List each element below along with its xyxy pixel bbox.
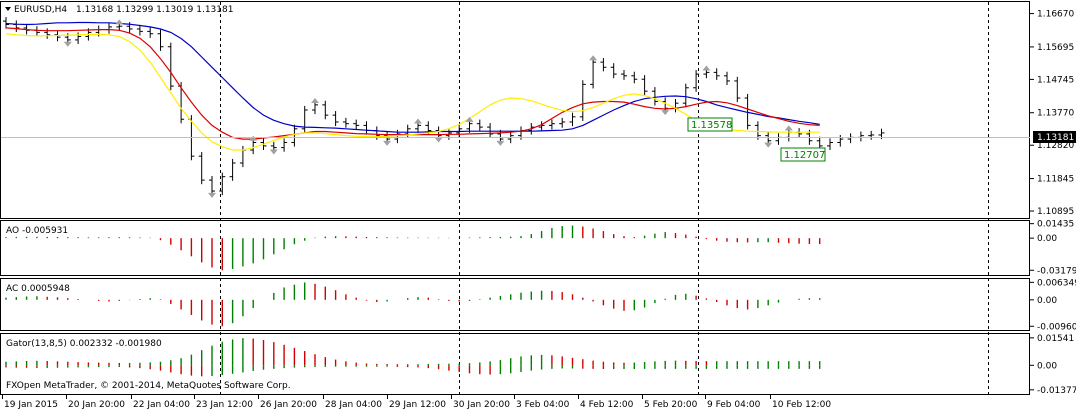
y-tick-label: -0.009608 bbox=[1037, 322, 1076, 332]
fractal-markers bbox=[63, 19, 824, 198]
fractal-up-icon bbox=[311, 98, 319, 104]
fractal-down-icon bbox=[269, 149, 278, 155]
annotation-box-high bbox=[687, 117, 733, 132]
annotation-high: 1.13578 bbox=[691, 120, 732, 131]
fractal-up-icon bbox=[784, 125, 793, 131]
y-tick-label: 0.01541 bbox=[1037, 334, 1074, 344]
fractal-up-icon bbox=[465, 116, 474, 122]
fractal-up-icon bbox=[414, 118, 422, 124]
price-bars bbox=[3, 16, 885, 196]
fractal-down-icon bbox=[63, 41, 72, 47]
x-tick-label: 5 Feb 20:00 bbox=[644, 400, 698, 410]
gator-histogram bbox=[5, 338, 821, 377]
y-tick-label: 0.00 bbox=[1037, 296, 1057, 306]
current-price-label: 1.13181 bbox=[1037, 133, 1074, 143]
fractal-down-icon bbox=[496, 140, 505, 146]
main-panel-frame bbox=[0, 1, 1030, 219]
moving-averages bbox=[5, 21, 820, 151]
gator-label: Gator(13,8,5) 0.002332 -0.001980 bbox=[6, 339, 162, 349]
x-tick-label: 10 Feb 12:00 bbox=[772, 400, 831, 410]
x-tick-label: 30 Jan 20:00 bbox=[453, 400, 510, 410]
fractal-down-icon bbox=[434, 137, 443, 143]
y-tick-label: 1.12820 bbox=[1037, 141, 1074, 151]
x-axis-ticks: 19 Jan 2015 20 Jan 20:00 22 Jan 04:00 23 Ja… bbox=[2, 395, 831, 410]
y-tick-label: 1.14745 bbox=[1037, 75, 1074, 85]
x-tick-label: 20 Jan 20:00 bbox=[68, 400, 125, 410]
y-axis-ticks: 1.16670 1.15695 1.14745 1.13770 1.12820 1.118… bbox=[1030, 10, 1076, 396]
y-tick-label: 0.00 bbox=[1037, 234, 1057, 244]
y-tick-label: 0.01435 bbox=[1037, 220, 1074, 230]
x-tick-label: 4 Feb 12:00 bbox=[580, 400, 634, 410]
y-tick-label: 1.11845 bbox=[1037, 175, 1074, 185]
ac-panel-frame bbox=[0, 278, 1030, 331]
ao-histogram bbox=[5, 225, 821, 271]
ma-yellow-line bbox=[5, 33, 820, 151]
y-tick-label: 0.006349 bbox=[1037, 278, 1076, 288]
copyright-label: FXOpen MetaTrader, © 2001-2014, MetaQuot… bbox=[6, 381, 291, 391]
y-tick-label: 1.15695 bbox=[1037, 43, 1074, 53]
ao-panel-frame bbox=[0, 220, 1030, 276]
current-price-box bbox=[1033, 131, 1076, 143]
x-tick-label: 26 Jan 20:00 bbox=[260, 400, 317, 410]
symbol-label: EURUSD,H4 bbox=[14, 5, 67, 15]
fractal-down-icon bbox=[383, 140, 392, 146]
ohlc-label: 1.13168 1.13299 1.13019 1.13181 bbox=[76, 5, 233, 15]
y-tick-label: 1.16670 bbox=[1037, 10, 1074, 20]
x-tick-label: 29 Jan 12:00 bbox=[389, 400, 446, 410]
ac-label: AC 0.0005948 bbox=[6, 284, 70, 294]
annotation-box-low bbox=[780, 147, 826, 162]
period-separators bbox=[220, 2, 989, 394]
fractal-down-icon bbox=[661, 110, 670, 116]
gator-panel-frame bbox=[0, 333, 1030, 395]
annotation-low: 1.12707 bbox=[784, 150, 825, 161]
fractal-up-icon bbox=[115, 19, 124, 25]
triangle-down-icon[interactable] bbox=[5, 7, 11, 11]
fractal-down-icon bbox=[764, 142, 773, 148]
fractal-up-icon bbox=[702, 65, 711, 71]
y-tick-label: -0.031795 bbox=[1037, 266, 1076, 276]
x-tick-label: 23 Jan 12:00 bbox=[196, 400, 253, 410]
ao-label: AO -0.005931 bbox=[6, 226, 68, 236]
ma-blue-line bbox=[5, 21, 820, 133]
y-tick-label: 1.13770 bbox=[1037, 109, 1074, 119]
x-tick-label: 19 Jan 2015 bbox=[4, 400, 58, 410]
x-tick-label: 22 Jan 04:00 bbox=[133, 400, 190, 410]
x-tick-label: 9 Feb 04:00 bbox=[707, 400, 761, 410]
fractal-up-icon bbox=[249, 135, 258, 141]
fractal-down-icon bbox=[208, 192, 216, 198]
y-tick-label: -0.013772 bbox=[1037, 386, 1076, 396]
x-tick-label: 28 Jan 04:00 bbox=[325, 400, 382, 410]
y-tick-label: 1.10895 bbox=[1037, 207, 1074, 217]
x-tick-label: 3 Feb 04:00 bbox=[516, 400, 570, 410]
fractal-up-icon bbox=[589, 55, 598, 61]
ac-histogram bbox=[5, 282, 821, 327]
y-tick-label: 0.00 bbox=[1037, 361, 1057, 371]
